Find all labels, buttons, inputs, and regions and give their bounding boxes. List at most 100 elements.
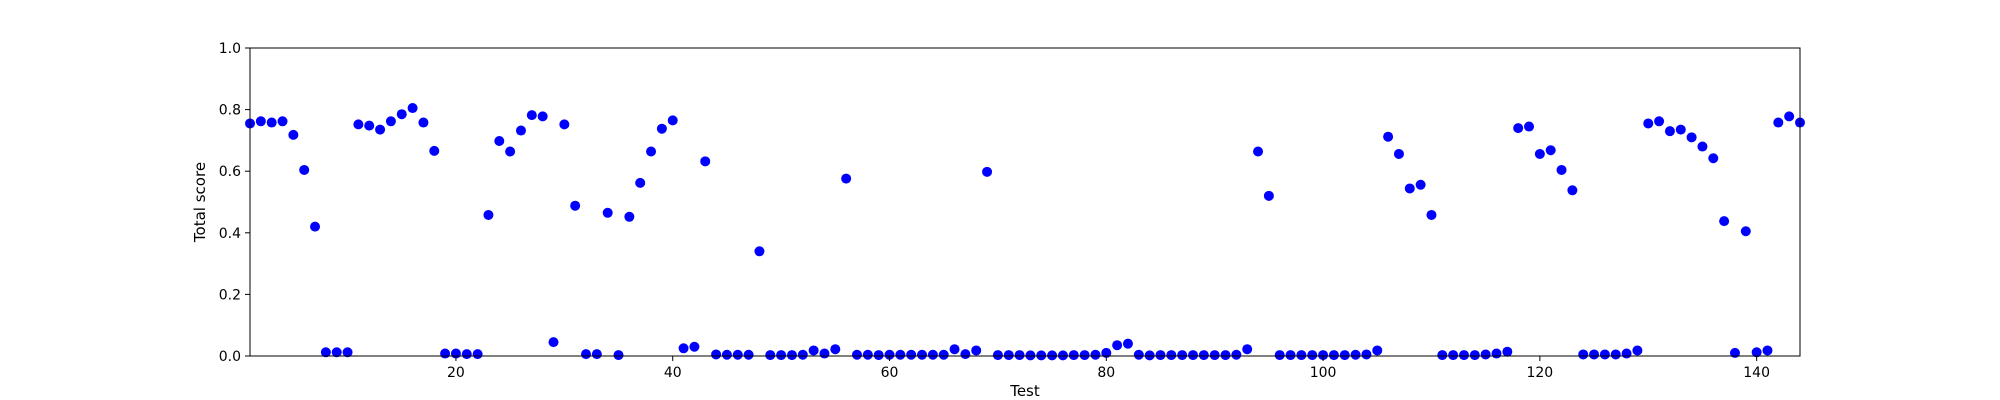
data-point xyxy=(1589,349,1600,360)
data-point xyxy=(396,109,407,120)
data-point xyxy=(299,164,310,175)
data-point xyxy=(1621,348,1632,359)
x-tick-label: 40 xyxy=(664,365,682,381)
data-point xyxy=(1719,216,1730,227)
data-point xyxy=(277,116,288,127)
data-point xyxy=(1361,349,1372,360)
data-point xyxy=(1285,350,1296,361)
y-axis-label: Total score xyxy=(191,162,209,243)
data-point xyxy=(1751,347,1762,358)
data-point xyxy=(1784,111,1795,122)
data-point xyxy=(581,349,592,360)
data-point xyxy=(830,344,841,355)
data-point xyxy=(1274,350,1285,361)
data-point xyxy=(255,116,266,127)
data-point xyxy=(1101,347,1112,358)
y-tick-label: 0.2 xyxy=(219,287,241,303)
data-point xyxy=(1599,349,1610,360)
data-point xyxy=(1220,350,1231,361)
data-point xyxy=(1480,349,1491,360)
data-point xyxy=(1003,350,1014,361)
data-point xyxy=(1177,350,1188,361)
x-axis: 20 40 60 80 100 120 140 xyxy=(447,356,1770,381)
data-point xyxy=(1253,146,1264,157)
data-point xyxy=(1675,124,1686,135)
data-point xyxy=(873,350,884,361)
data-point xyxy=(667,115,678,126)
data-point xyxy=(884,349,895,360)
data-point xyxy=(917,349,928,360)
data-point xyxy=(1415,179,1426,190)
data-point xyxy=(841,173,852,184)
data-point xyxy=(895,349,906,360)
data-point xyxy=(1762,345,1773,356)
data-point xyxy=(1166,350,1177,361)
data-point xyxy=(1133,349,1144,360)
data-point xyxy=(732,349,743,360)
data-point xyxy=(700,156,711,167)
y-axis: 0.0 0.2 0.4 0.6 0.8 1.0 xyxy=(219,41,250,365)
data-point xyxy=(1740,226,1751,237)
data-point xyxy=(1664,126,1675,137)
data-point xyxy=(1328,350,1339,361)
data-point xyxy=(1513,123,1524,134)
data-point xyxy=(526,110,537,121)
x-tick-label: 100 xyxy=(1310,365,1337,381)
data-points xyxy=(245,103,1805,361)
data-point xyxy=(1036,350,1047,361)
data-point xyxy=(808,345,819,356)
data-point xyxy=(537,111,548,122)
data-point xyxy=(819,348,830,359)
plot-frame xyxy=(249,47,1801,357)
y-tick-label: 0.0 xyxy=(219,349,241,365)
data-point xyxy=(1025,350,1036,361)
x-axis-label: Test xyxy=(1009,382,1040,400)
data-point xyxy=(1057,350,1068,361)
data-point xyxy=(960,349,971,360)
data-point xyxy=(429,145,440,156)
data-point xyxy=(1188,350,1199,361)
data-point xyxy=(375,124,386,135)
x-tick-label: 140 xyxy=(1743,365,1770,381)
data-point xyxy=(1383,131,1394,142)
data-point xyxy=(440,348,451,359)
data-point xyxy=(1578,349,1589,360)
data-point xyxy=(862,349,873,360)
data-point xyxy=(1047,350,1058,361)
data-point xyxy=(515,125,526,136)
data-point xyxy=(1122,338,1133,349)
data-point xyxy=(385,116,396,127)
data-point xyxy=(505,146,516,157)
data-point xyxy=(602,207,613,218)
data-point xyxy=(1654,116,1665,127)
data-point xyxy=(786,350,797,361)
data-point xyxy=(754,246,765,257)
data-point xyxy=(656,123,667,134)
data-point xyxy=(570,200,581,211)
data-point xyxy=(1318,350,1329,361)
data-point xyxy=(797,349,808,360)
y-tick-label: 0.8 xyxy=(219,103,241,119)
data-point xyxy=(1242,344,1253,355)
x-tick-label: 60 xyxy=(881,365,899,381)
data-point xyxy=(331,347,342,358)
data-point xyxy=(689,341,700,352)
x-tick-label: 120 xyxy=(1526,365,1553,381)
data-point xyxy=(1339,350,1350,361)
data-point xyxy=(1393,148,1404,159)
data-point xyxy=(851,349,862,360)
data-point xyxy=(1296,350,1307,361)
data-point xyxy=(1014,350,1025,361)
data-point xyxy=(949,344,960,355)
data-point xyxy=(418,117,429,128)
data-point xyxy=(938,349,949,360)
data-point xyxy=(1545,145,1556,156)
data-point xyxy=(982,166,993,177)
data-point xyxy=(494,136,505,147)
y-tick-label: 1.0 xyxy=(219,41,241,57)
data-point xyxy=(1708,153,1719,164)
data-point xyxy=(1773,117,1784,128)
data-point xyxy=(1469,350,1480,361)
data-point xyxy=(472,349,483,360)
